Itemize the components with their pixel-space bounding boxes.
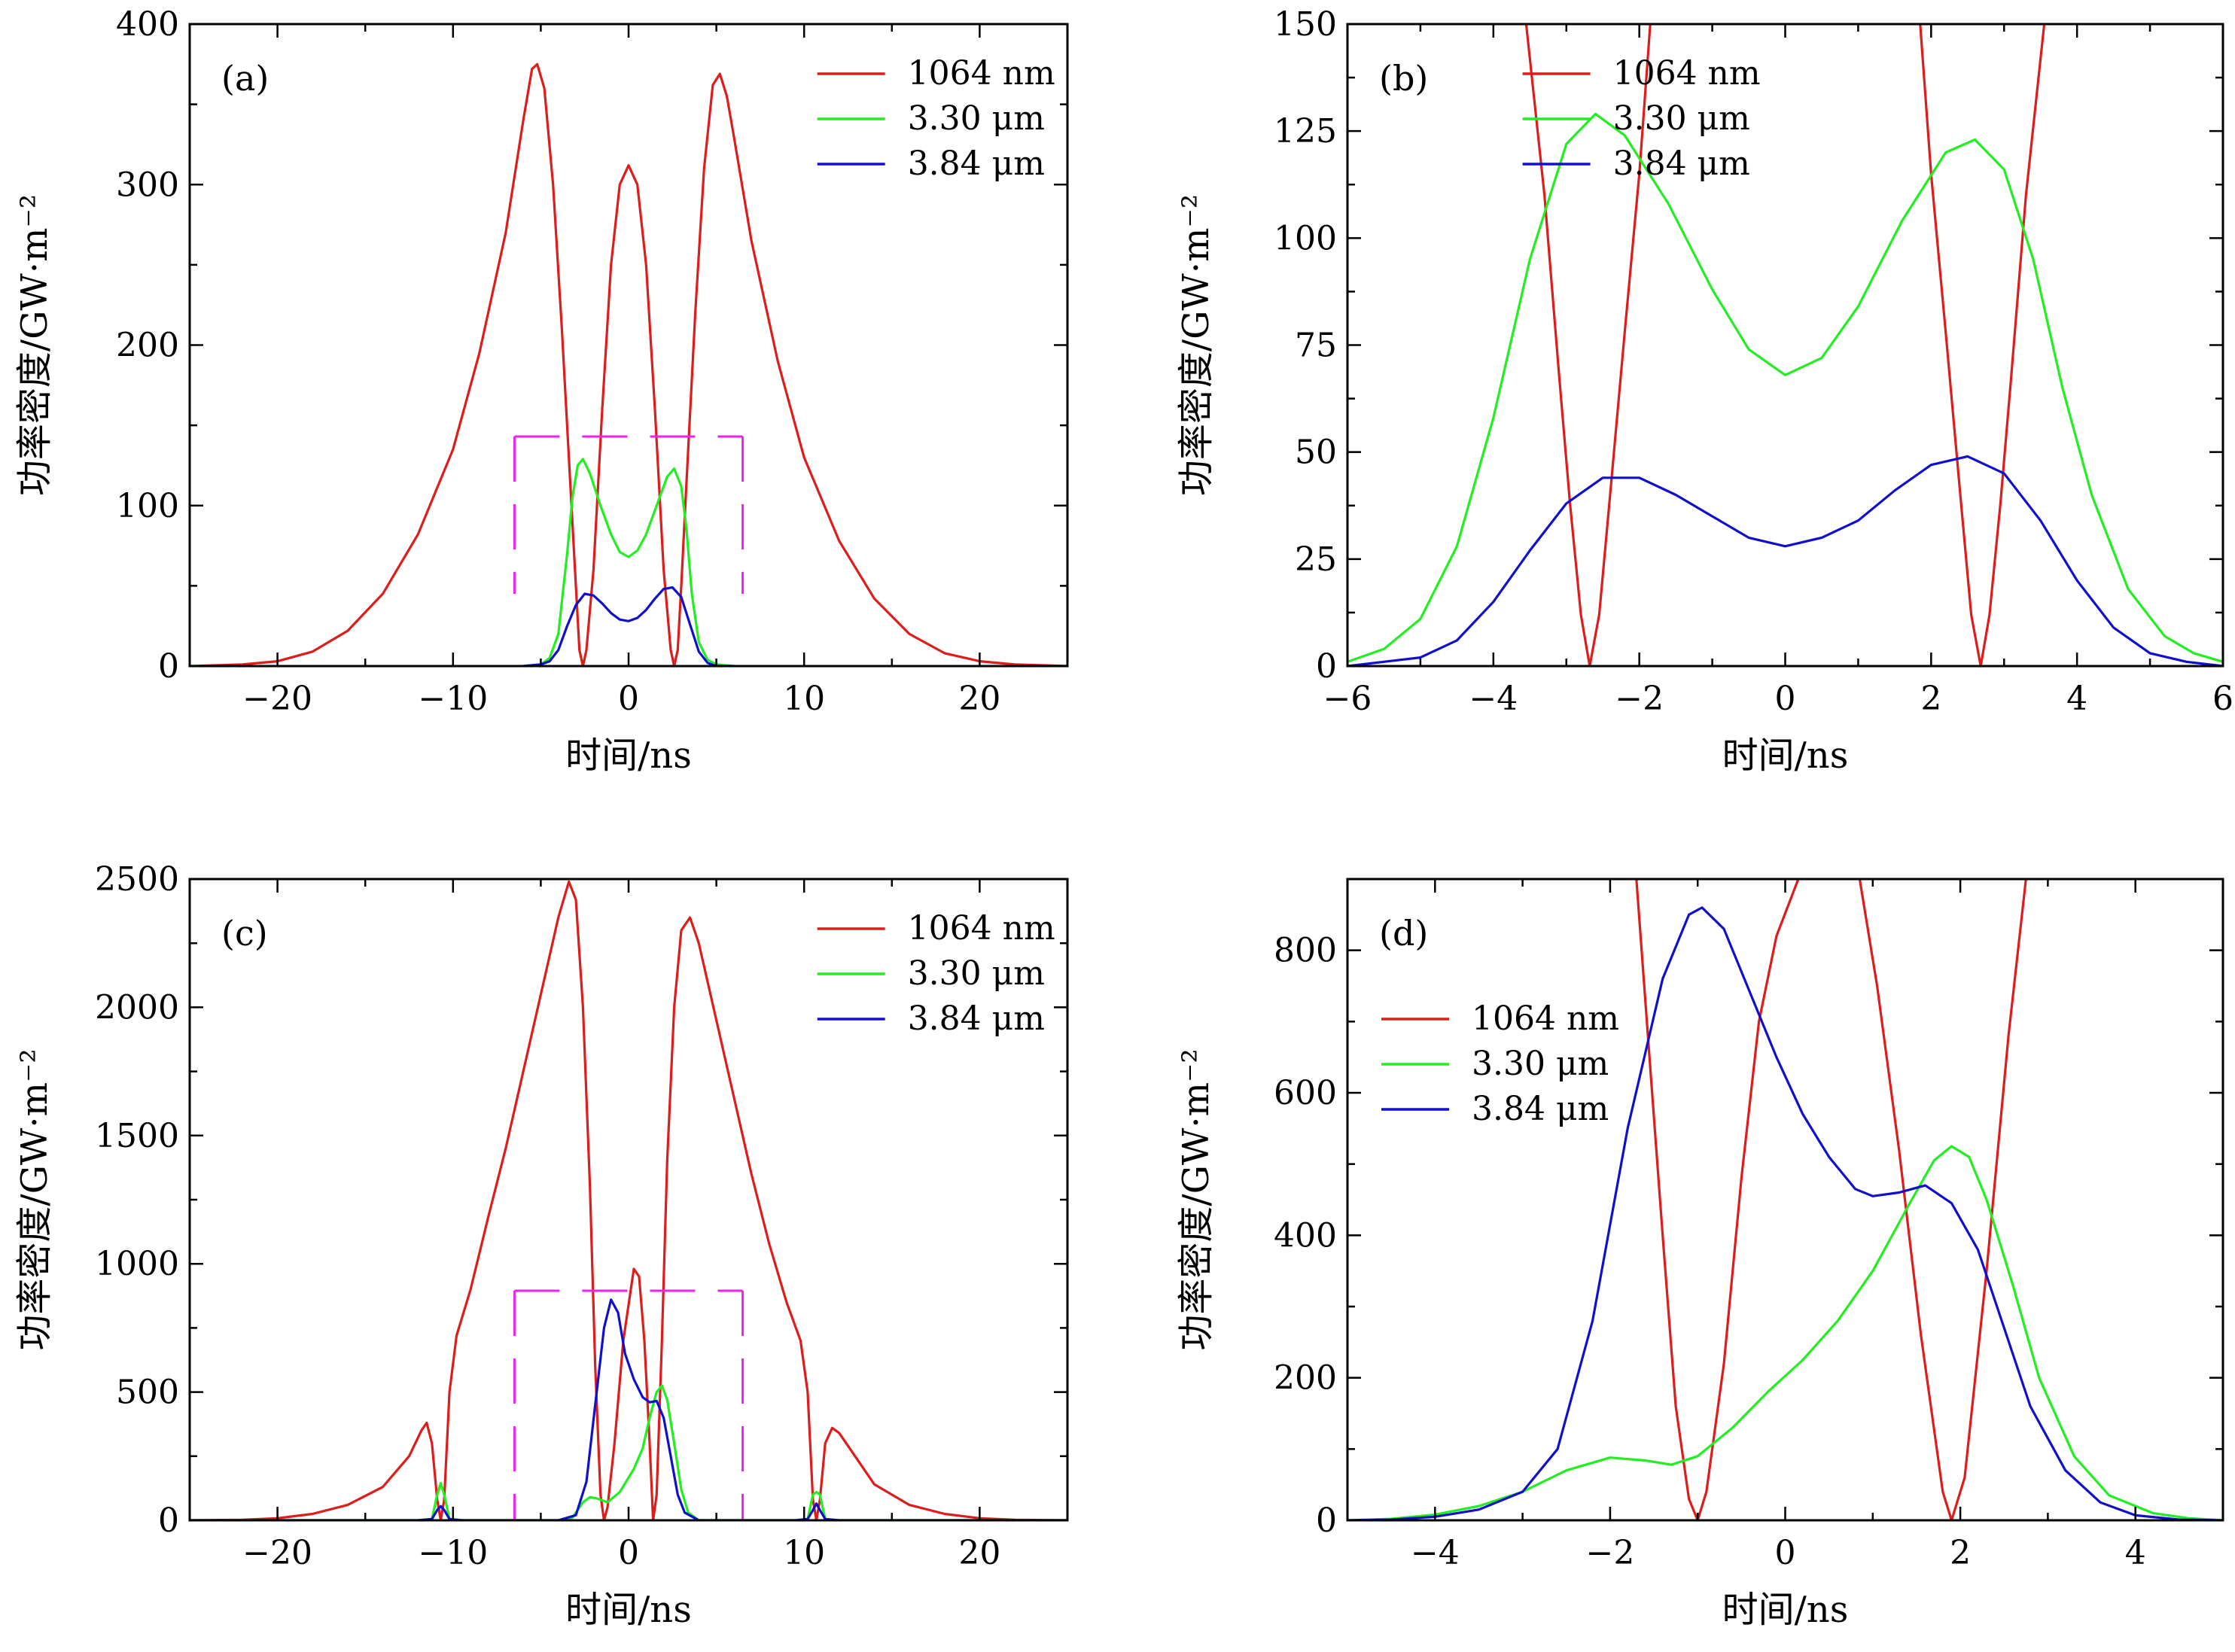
legend-entry-label: 3.30 μm: [908, 99, 1045, 138]
series-line-3-30-m: [190, 1384, 1067, 1520]
y-tick-label: 800: [1274, 932, 1337, 970]
legend-entry-label: 3.30 μm: [1613, 99, 1750, 138]
panel-label: (c): [221, 913, 268, 954]
y-tick-label: 75: [1295, 327, 1337, 365]
chart-panel-1: −20 −10 0 10 200100200300400时间/ns功率密度/GW·m⁻²…: [14, 5, 1069, 777]
series-group: [190, 62, 1067, 666]
series-line-3-30-m: [522, 458, 735, 666]
series-line-3-30-m: [1347, 1145, 2223, 1520]
y-tick-label: 150: [1274, 5, 1337, 44]
x-tick-label: −10: [418, 1534, 488, 1572]
series-group: [190, 880, 1067, 1520]
x-tick-label: −20: [242, 1534, 312, 1572]
legend-entry-label: 3.84 μm: [1613, 145, 1750, 183]
x-tick-label: 0: [1775, 680, 1796, 718]
panel-label: (a): [221, 58, 269, 99]
y-tick-label: 400: [1274, 1216, 1337, 1255]
y-tick-label: 2000: [95, 988, 179, 1027]
legend-entry-label: 1064 nm: [1613, 54, 1761, 93]
legend-entry-label: 3.84 μm: [1472, 1090, 1609, 1128]
y-axis-label: 功率密度/GW·m⁻²: [1175, 1048, 1217, 1350]
y-tick-label: 100: [1274, 219, 1337, 257]
y-tick-label: 0: [158, 647, 179, 686]
series-group: [1347, 879, 2223, 1520]
y-tick-label: 0: [158, 1501, 179, 1540]
legend-entry-label: 1064 nm: [1472, 999, 1619, 1038]
x-tick-label: 0: [618, 1534, 639, 1572]
zoom-region-box: [513, 1289, 744, 1520]
panel-label: (d): [1379, 913, 1428, 954]
series-line-1064-nm: [1635, 879, 1800, 1520]
y-tick-label: 2500: [95, 860, 179, 899]
x-tick-label: −20: [242, 680, 312, 718]
series-group: [1347, 24, 2223, 666]
panel-label: (b): [1379, 58, 1428, 99]
y-axis-label: 功率密度/GW·m⁻²: [14, 1048, 56, 1350]
series-line-3-30-m: [1347, 112, 2223, 663]
x-tick-label: −2: [1615, 680, 1664, 718]
x-tick-label: 10: [783, 1534, 825, 1572]
y-tick-label: 500: [116, 1374, 179, 1412]
x-axis-label: 时间/ns: [1722, 735, 1849, 777]
series-line-1064-nm: [1858, 879, 2027, 1520]
x-tick-label: −2: [1585, 1534, 1634, 1572]
x-tick-label: 4: [2125, 1534, 2146, 1572]
legend-entry-label: 3.84 μm: [908, 145, 1045, 183]
series-line-3-84-m: [1347, 455, 2223, 666]
y-tick-label: 400: [116, 5, 179, 44]
y-axis-label: 功率密度/GW·m⁻²: [1175, 194, 1217, 496]
legend: 1064 nm 3.30 μm 3.84 μm: [817, 54, 1055, 183]
y-tick-label: 1000: [95, 1245, 179, 1283]
legend-entry-label: 3.30 μm: [908, 954, 1045, 993]
x-tick-label: 20: [958, 1534, 1000, 1572]
x-tick-label: 20: [958, 680, 1000, 718]
legend: 1064 nm 3.30 μm 3.84 μm: [1381, 999, 1619, 1128]
y-tick-label: 125: [1274, 112, 1337, 151]
series-line-3-84-m: [1347, 906, 2223, 1520]
x-tick-label: 10: [783, 680, 825, 718]
y-tick-label: 300: [116, 166, 179, 204]
series-line-1064-nm: [1524, 24, 1652, 666]
y-tick-label: 200: [116, 327, 179, 365]
chart-panel-3: −20 −10 0 10 20 0 500 1000 1500 2000 2500 时间/ns 功率密度…: [14, 860, 1069, 1631]
y-tick-label: 25: [1295, 540, 1337, 579]
y-tick-label: 0: [1316, 1501, 1337, 1540]
x-tick-label: −6: [1323, 680, 1372, 718]
y-tick-label: 600: [1274, 1074, 1337, 1112]
series-line-3-84-m: [522, 586, 735, 666]
series-line-1064-nm: [190, 62, 1067, 666]
x-tick-label: 0: [618, 680, 639, 718]
y-tick-label: 50: [1295, 434, 1337, 472]
y-tick-label: 200: [1274, 1359, 1337, 1398]
y-tick-label: 100: [116, 487, 179, 525]
legend: 1064 nm 3.30 μm 3.84 μm: [1522, 54, 1761, 183]
x-tick-label: −4: [1469, 680, 1518, 718]
x-tick-label: 2: [1950, 1534, 1971, 1572]
legend-entry-label: 3.30 μm: [1472, 1045, 1609, 1083]
x-tick-label: 6: [2212, 680, 2233, 718]
x-axis-label: 时间/ns: [565, 1589, 692, 1631]
x-tick-label: 2: [1920, 680, 1941, 718]
zoom-region-box: [513, 435, 744, 595]
legend-entry-label: 1064 nm: [908, 909, 1055, 948]
legend-entry-label: 3.84 μm: [908, 999, 1045, 1038]
x-tick-label: −4: [1411, 1534, 1460, 1572]
x-tick-label: −10: [418, 680, 488, 718]
y-tick-label: 1500: [95, 1117, 179, 1155]
chart-panel-4: −4 −2 0 2 4 0 200 400 600 800 时间/ns 功率密度/GW·m⁻² (d) 1…: [1175, 878, 2224, 1631]
series-line-1064-nm: [1919, 24, 2046, 666]
legend-entry-label: 1064 nm: [908, 54, 1055, 93]
chart-panel-2: −6 −4 −2 0 2 4 6 0 25 50 75 100 125 150 时间/ns 功率密度/GW·m…: [1175, 5, 2233, 777]
y-axis-label: 功率密度/GW·m⁻²: [14, 194, 56, 496]
y-tick-label: 0: [1316, 647, 1337, 686]
x-tick-label: 0: [1775, 1534, 1796, 1572]
series-line-3-84-m: [190, 1298, 1067, 1520]
x-tick-label: 4: [2066, 680, 2087, 718]
x-axis-label: 时间/ns: [1722, 1589, 1849, 1631]
x-axis-label: 时间/ns: [565, 735, 692, 777]
legend: 1064 nm 3.30 μm 3.84 μm: [817, 909, 1055, 1038]
